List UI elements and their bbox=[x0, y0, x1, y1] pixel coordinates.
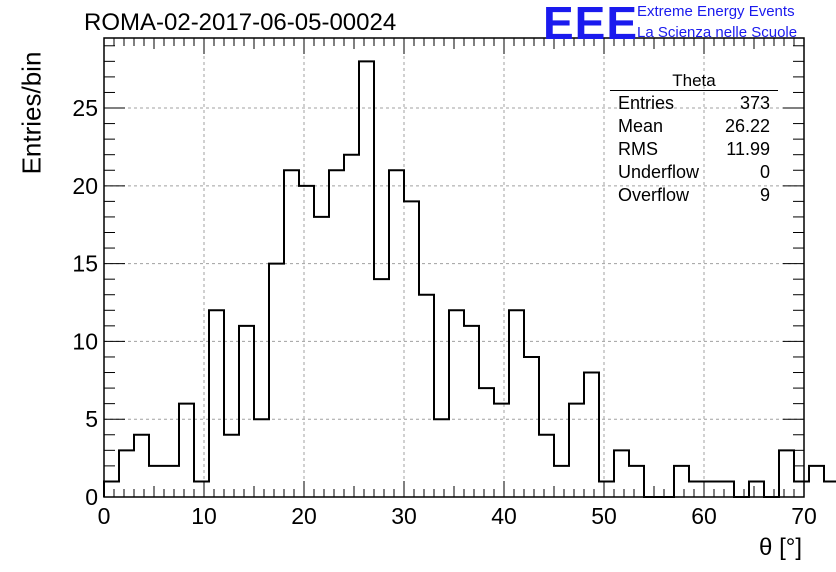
stats-divider bbox=[610, 90, 778, 91]
histogram-bin bbox=[599, 481, 614, 497]
stats-row-rms: RMS 11.99 bbox=[610, 138, 778, 161]
stats-row-entries: Entries 373 bbox=[610, 92, 778, 115]
y-tick-label: 10 bbox=[72, 328, 98, 354]
histogram-bin bbox=[269, 264, 284, 497]
chart-title: ROMA-02-2017-06-05-00024 bbox=[84, 9, 397, 36]
y-axis-label: Entries/bin bbox=[16, 51, 47, 175]
histogram-bin bbox=[704, 481, 719, 497]
histogram-bin bbox=[569, 404, 584, 497]
stats-label: Entries bbox=[618, 93, 675, 113]
histogram-bin bbox=[554, 466, 569, 497]
stats-value: 26.22 bbox=[724, 116, 770, 136]
x-tick-label: 30 bbox=[391, 503, 417, 529]
histogram-bin bbox=[284, 170, 299, 497]
y-tick-label: 20 bbox=[72, 173, 98, 199]
stats-value: 0 bbox=[759, 162, 770, 182]
histogram-bin bbox=[824, 481, 836, 497]
histogram-bin bbox=[509, 310, 524, 497]
histogram-bin bbox=[344, 155, 359, 497]
histogram-bin bbox=[224, 435, 239, 497]
histogram-bin bbox=[689, 481, 704, 497]
histogram-bin bbox=[164, 466, 179, 497]
plot-frame bbox=[103, 37, 805, 498]
stats-box: Theta Entries 373 Mean 26.22 RMS 11.99 U… bbox=[610, 71, 778, 207]
x-tick-label: 0 bbox=[98, 503, 111, 529]
histogram-bin bbox=[134, 435, 149, 497]
histogram-bin bbox=[464, 326, 479, 497]
histogram-bin bbox=[254, 419, 269, 497]
y-tick-label: 15 bbox=[72, 251, 98, 277]
x-tick-label: 10 bbox=[191, 503, 217, 529]
x-tick-label: 20 bbox=[291, 503, 317, 529]
histogram-bin bbox=[299, 186, 314, 497]
histogram-bin bbox=[359, 61, 374, 497]
histogram-bin bbox=[584, 373, 599, 497]
stats-label: RMS bbox=[618, 139, 658, 159]
histogram-bin bbox=[719, 481, 734, 497]
stats-label: Overflow bbox=[618, 185, 690, 205]
histogram-bin bbox=[149, 466, 164, 497]
histogram-bin bbox=[449, 310, 464, 497]
stats-value: 9 bbox=[759, 185, 770, 205]
histogram-bin bbox=[614, 450, 629, 497]
stats-label: Underflow bbox=[618, 162, 700, 182]
histogram-bin bbox=[239, 326, 254, 497]
stats-row-underflow: Underflow 0 bbox=[610, 161, 778, 184]
stats-title: Theta bbox=[672, 71, 716, 90]
histogram-bin bbox=[494, 404, 509, 497]
histogram-bin bbox=[779, 450, 794, 497]
histogram-bin bbox=[794, 481, 809, 497]
histogram-outline bbox=[103, 60, 836, 498]
tick-labels: 0 10 20 30 40 50 60 70 0 5 10 15 20 25 bbox=[72, 95, 816, 529]
histogram-bin bbox=[749, 481, 764, 497]
stats-value: 373 bbox=[739, 93, 770, 113]
x-tick-label: 40 bbox=[491, 503, 517, 529]
histogram-bin bbox=[314, 217, 329, 497]
grid-lines bbox=[104, 38, 804, 497]
histogram-bin bbox=[809, 466, 824, 497]
x-axis-label: θ [°] bbox=[759, 534, 802, 561]
histogram-bin bbox=[524, 357, 539, 497]
x-tick-label: 70 bbox=[791, 503, 817, 529]
y-tick-label: 5 bbox=[85, 406, 98, 432]
histogram-bin bbox=[374, 279, 389, 497]
eee-logo: EEE bbox=[543, 0, 639, 49]
stats-label: Mean bbox=[618, 116, 664, 136]
histogram-bin bbox=[479, 388, 494, 497]
histogram-bin bbox=[104, 481, 119, 497]
histogram-bin bbox=[194, 481, 209, 497]
histogram-bin bbox=[329, 170, 344, 497]
stats-row-overflow: Overflow 9 bbox=[610, 184, 778, 207]
y-tick-label: 25 bbox=[72, 95, 98, 121]
histogram-bin bbox=[419, 295, 434, 497]
x-tick-label: 60 bbox=[691, 503, 717, 529]
histogram-bin bbox=[434, 419, 449, 497]
histogram-bin bbox=[674, 466, 689, 497]
logo-line-1: Extreme Energy Events bbox=[637, 3, 795, 20]
histogram-bin bbox=[389, 170, 404, 497]
histogram-bin bbox=[119, 450, 134, 497]
x-tick-label: 50 bbox=[591, 503, 617, 529]
histogram-bin bbox=[629, 466, 644, 497]
histogram-bin bbox=[539, 435, 554, 497]
histogram-bin bbox=[209, 310, 224, 497]
logo-line-2: La Scienza nelle Scuole bbox=[637, 24, 798, 41]
stats-value: 11.99 bbox=[726, 139, 770, 159]
stats-row-mean: Mean 26.22 bbox=[610, 115, 778, 138]
histogram-bin bbox=[179, 404, 194, 497]
histogram-bin bbox=[404, 201, 419, 497]
y-tick-label: 0 bbox=[85, 484, 98, 510]
